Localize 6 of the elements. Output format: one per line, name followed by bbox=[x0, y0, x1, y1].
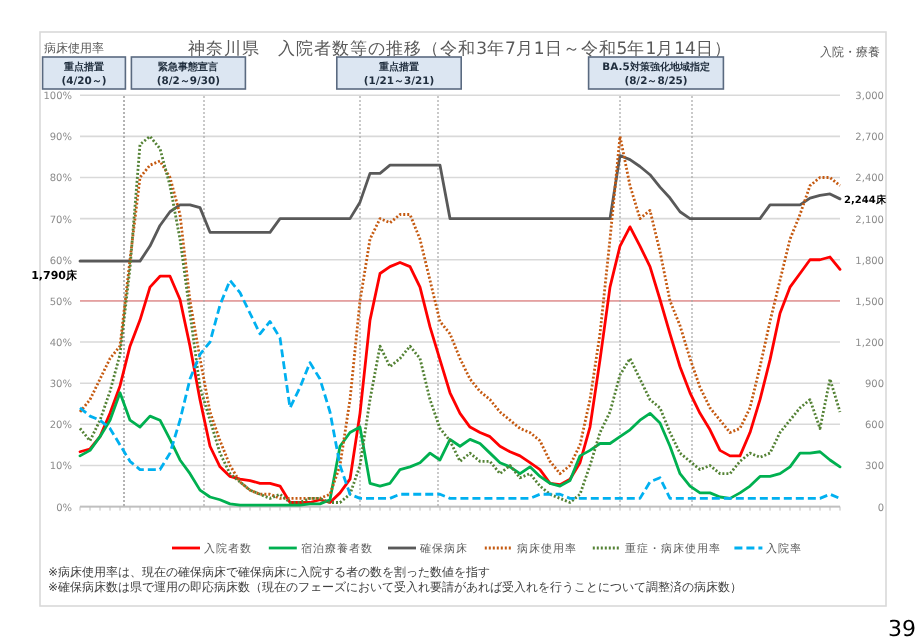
line-series bbox=[78, 278, 842, 500]
line-series bbox=[78, 225, 842, 504]
line-series bbox=[78, 391, 842, 507]
chart-title: 神奈川県 入院者数等の推移（令和3年7月1日～令和5年1月14日） bbox=[188, 38, 732, 60]
line-series bbox=[78, 154, 842, 263]
text: 39 bbox=[888, 616, 916, 640]
